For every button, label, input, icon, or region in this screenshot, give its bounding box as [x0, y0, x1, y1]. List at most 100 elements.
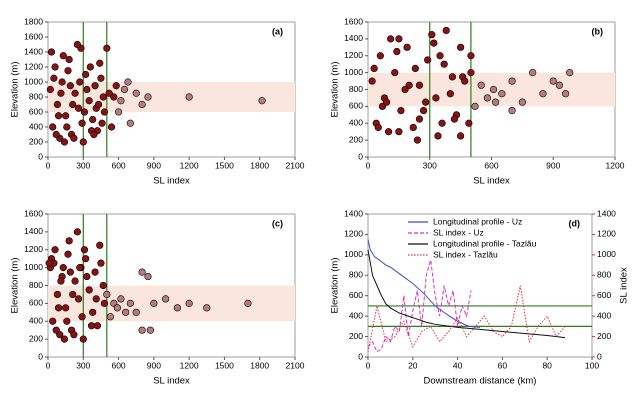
point	[150, 299, 158, 307]
point	[46, 85, 54, 94]
x-axis-label: SL index	[153, 176, 190, 187]
legend-label: SL index - Uz	[433, 227, 484, 237]
x-tick-label: 1800	[250, 360, 269, 370]
point	[395, 35, 403, 43]
point	[97, 74, 105, 82]
x-axis-label: SL index	[473, 176, 510, 187]
point	[114, 108, 123, 116]
point	[120, 85, 129, 94]
point	[457, 43, 465, 51]
plot-area	[367, 213, 593, 358]
legend-label: Longitudinal profile - Tazlău	[433, 238, 537, 248]
x-tick-label: 1200	[180, 360, 199, 370]
point	[53, 100, 62, 109]
point	[428, 31, 436, 39]
point	[126, 119, 134, 127]
y2-tick-label: 400	[597, 310, 611, 320]
point	[432, 94, 440, 102]
point	[436, 52, 444, 60]
y-axis-label: Elevation (m)	[10, 258, 21, 314]
point	[57, 89, 65, 97]
y2-tick-label: 1000	[597, 249, 616, 259]
x-tick-label: 1800	[250, 160, 269, 170]
y-tick-label: 1200	[24, 244, 43, 254]
y-tick-label: 1400	[344, 33, 363, 43]
point	[258, 97, 266, 105]
point	[438, 119, 446, 127]
point	[54, 304, 63, 312]
point	[419, 106, 428, 115]
y-tick-label: 400	[349, 310, 363, 320]
point	[99, 281, 107, 290]
y-tick-label: 400	[29, 121, 43, 131]
point	[74, 104, 83, 112]
panel: 0 300 600 900 1200 1500 1800 2100 0 200 400 600 800 1…	[10, 16, 305, 186]
x-tick-label: 900	[546, 160, 560, 170]
y-tick-label: 800	[29, 280, 43, 290]
point	[434, 132, 442, 140]
y-tick-label: 1600	[24, 31, 43, 41]
point	[78, 313, 86, 321]
point	[539, 90, 547, 98]
panel-label: (d)	[569, 218, 581, 228]
series-line	[367, 249, 566, 339]
point	[446, 90, 454, 98]
point	[76, 78, 84, 86]
point	[110, 93, 118, 101]
point	[422, 98, 430, 106]
point	[440, 60, 448, 68]
point	[126, 299, 134, 307]
point	[58, 78, 66, 86]
point	[63, 317, 71, 325]
y-tick-label: 600	[29, 106, 43, 116]
point	[471, 102, 479, 110]
y2-tick-label: 600	[597, 290, 611, 300]
point	[63, 123, 71, 131]
point	[76, 264, 84, 272]
y-tick-label: 1400	[24, 226, 43, 236]
point	[85, 286, 93, 294]
point	[566, 69, 574, 77]
point	[96, 241, 104, 249]
point	[73, 40, 82, 49]
y-axis-label: Elevation (m)	[10, 62, 21, 118]
point	[79, 138, 87, 146]
point	[409, 123, 417, 132]
point	[529, 69, 537, 77]
legend-label: SL index - Tazlău	[433, 249, 498, 259]
point	[71, 277, 79, 285]
panel: 0 300 600 900 1200 0 200 400 600 800 1000 1200 1400 1…	[330, 16, 625, 186]
x-tick-label: 1500	[215, 160, 234, 170]
point	[100, 108, 109, 116]
point	[185, 93, 193, 101]
point	[65, 55, 73, 64]
point	[69, 100, 77, 109]
point	[94, 100, 103, 109]
panel-label: (b)	[592, 26, 604, 36]
point	[64, 250, 72, 258]
point	[82, 255, 90, 263]
point	[489, 85, 498, 94]
y-tick-label: 0	[358, 351, 363, 361]
point	[79, 335, 87, 343]
y-tick-label: 1600	[24, 208, 43, 218]
point	[376, 52, 384, 60]
point	[83, 85, 91, 94]
point	[162, 295, 170, 303]
point	[415, 115, 424, 123]
y2-tick-label: 200	[597, 331, 611, 341]
y-tick-label: 1400	[344, 208, 363, 218]
y-tick-label: 1000	[24, 76, 43, 86]
point	[132, 89, 140, 97]
y-tick-label: 600	[349, 290, 363, 300]
point	[62, 304, 70, 312]
x-tick-label: 900	[147, 360, 161, 370]
x-tick-label: 600	[111, 160, 125, 170]
point	[138, 326, 146, 334]
y-tick-label: 1200	[344, 229, 363, 239]
x-tick-label: 80	[542, 360, 552, 370]
point	[498, 90, 506, 98]
series-line	[367, 239, 481, 328]
y-tick-label: 1400	[24, 46, 43, 56]
